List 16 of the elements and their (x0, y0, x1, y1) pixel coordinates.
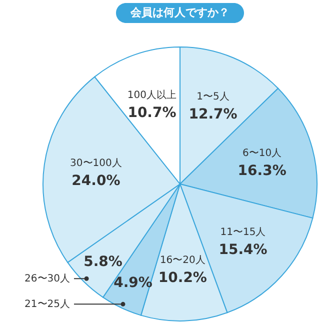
data-label: 5.8% (84, 254, 122, 270)
data-label: 10.7% (128, 104, 176, 121)
slice-label: 100人以上 (127, 88, 177, 101)
slice-label: 26〜30人 (24, 274, 70, 285)
slice-label: 6〜10人 (242, 148, 282, 160)
data-label: 24.0% (72, 172, 120, 189)
data-label: 16.3% (238, 163, 286, 180)
slice-label: 11〜15人 (220, 226, 266, 238)
chart-title: 会員は何人ですか？ (130, 6, 230, 19)
slice-label: 30〜100人 (70, 158, 122, 169)
slice-label: 21〜25人 (24, 299, 70, 310)
slice-label: 1〜5人 (196, 92, 230, 103)
slice-label: 16〜20人 (160, 254, 206, 266)
data-label: 12.7% (188, 106, 238, 123)
data-label: 15.4% (218, 242, 268, 258)
data-label: 10.2% (158, 270, 207, 286)
